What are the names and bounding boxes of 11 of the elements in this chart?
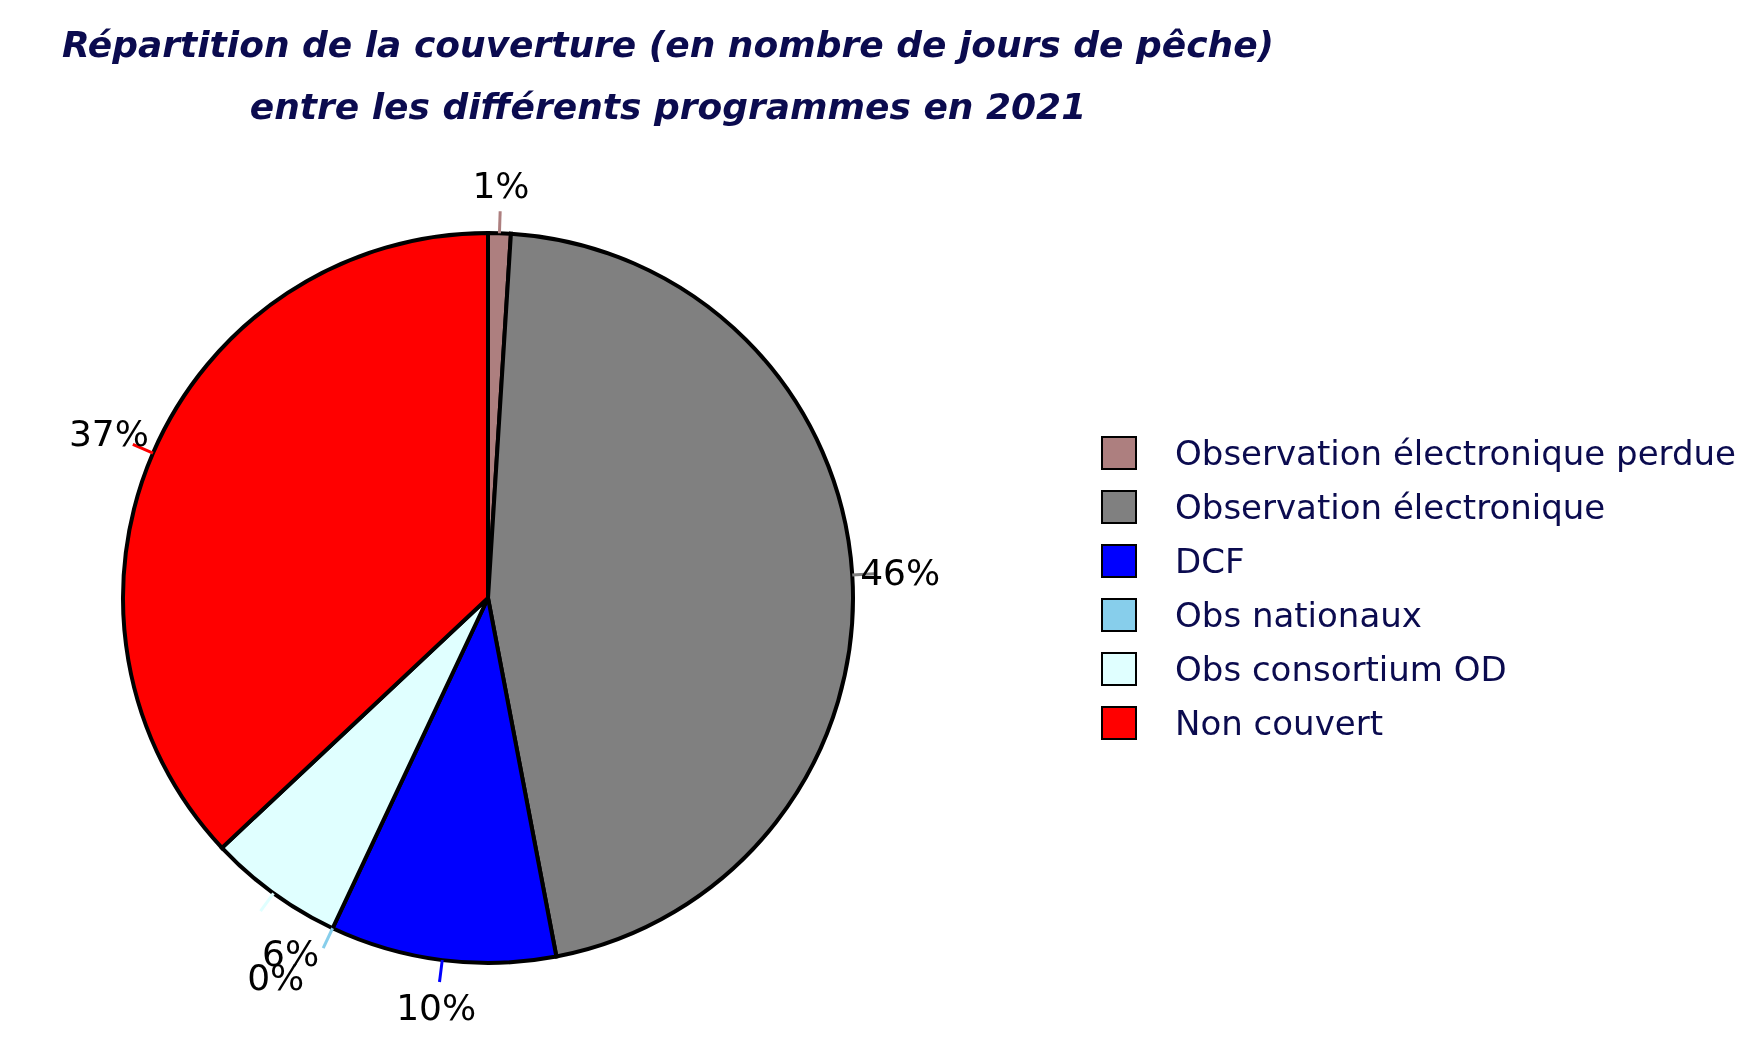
data-label: 10% <box>396 987 477 1029</box>
data-label: 37% <box>68 413 149 455</box>
data-label: 1% <box>472 164 530 206</box>
legend-label: DCF <box>1175 541 1245 581</box>
chart-title: Répartition de la couverture (en nombre de jours de pêche) entre les différents programmes en 2021 <box>60 23 1276 129</box>
legend-label: Observation électronique <box>1175 487 1606 527</box>
legend-label: Obs nationaux <box>1175 595 1422 635</box>
legend-label: Obs consortium OD <box>1175 649 1507 689</box>
legend-label: Non couvert <box>1175 703 1384 743</box>
data-label: 46% <box>860 551 941 593</box>
legend-label: Observation électronique perdue <box>1175 433 1736 473</box>
